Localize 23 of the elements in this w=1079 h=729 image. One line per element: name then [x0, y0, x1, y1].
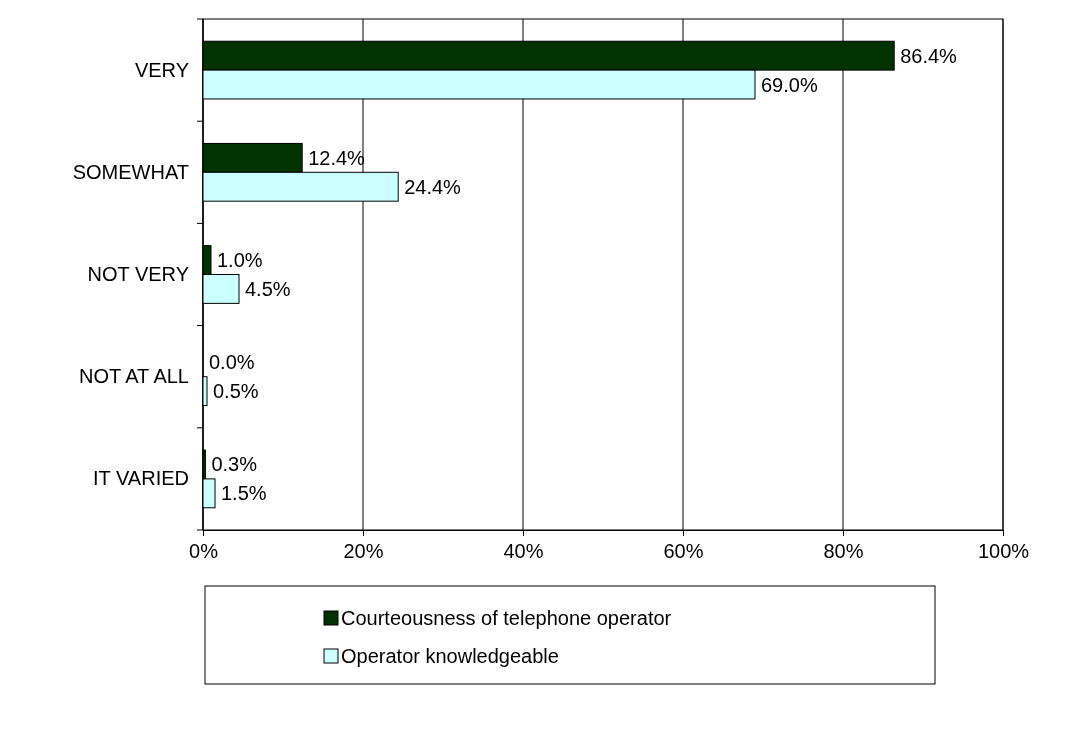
x-tick-label: 20%: [343, 540, 384, 563]
data-label: 1.5%: [221, 482, 267, 505]
x-tick-label: 40%: [503, 540, 544, 563]
y-tick-label: VERY: [134, 58, 189, 81]
data-label: 0.0%: [209, 351, 255, 374]
legend-label: Courteousness of telephone operator: [341, 607, 672, 629]
legend-label: Operator knowledgeable: [341, 645, 559, 667]
x-tick-label: 80%: [823, 540, 864, 563]
y-tick-label: NOT VERY: [87, 262, 189, 285]
x-tick-label: 60%: [663, 540, 704, 563]
y-tick-label: IT VARIED: [93, 467, 189, 490]
x-tick-label: 100%: [977, 540, 1030, 563]
data-label: 0.3%: [211, 453, 258, 476]
data-label: 4.5%: [245, 277, 291, 300]
y-tick-label: SOMEWHAT: [72, 160, 189, 183]
data-label: 86.4%: [900, 44, 958, 67]
data-label: 24.4%: [404, 175, 462, 198]
data-label: 0.5%: [213, 380, 259, 403]
y-tick-label: NOT AT ALL: [78, 365, 189, 388]
data-label: 12.4%: [308, 146, 366, 169]
data-label: 1.0%: [217, 249, 263, 272]
data-label: 69.0%: [761, 73, 818, 96]
x-tick-label: 0%: [189, 540, 219, 563]
